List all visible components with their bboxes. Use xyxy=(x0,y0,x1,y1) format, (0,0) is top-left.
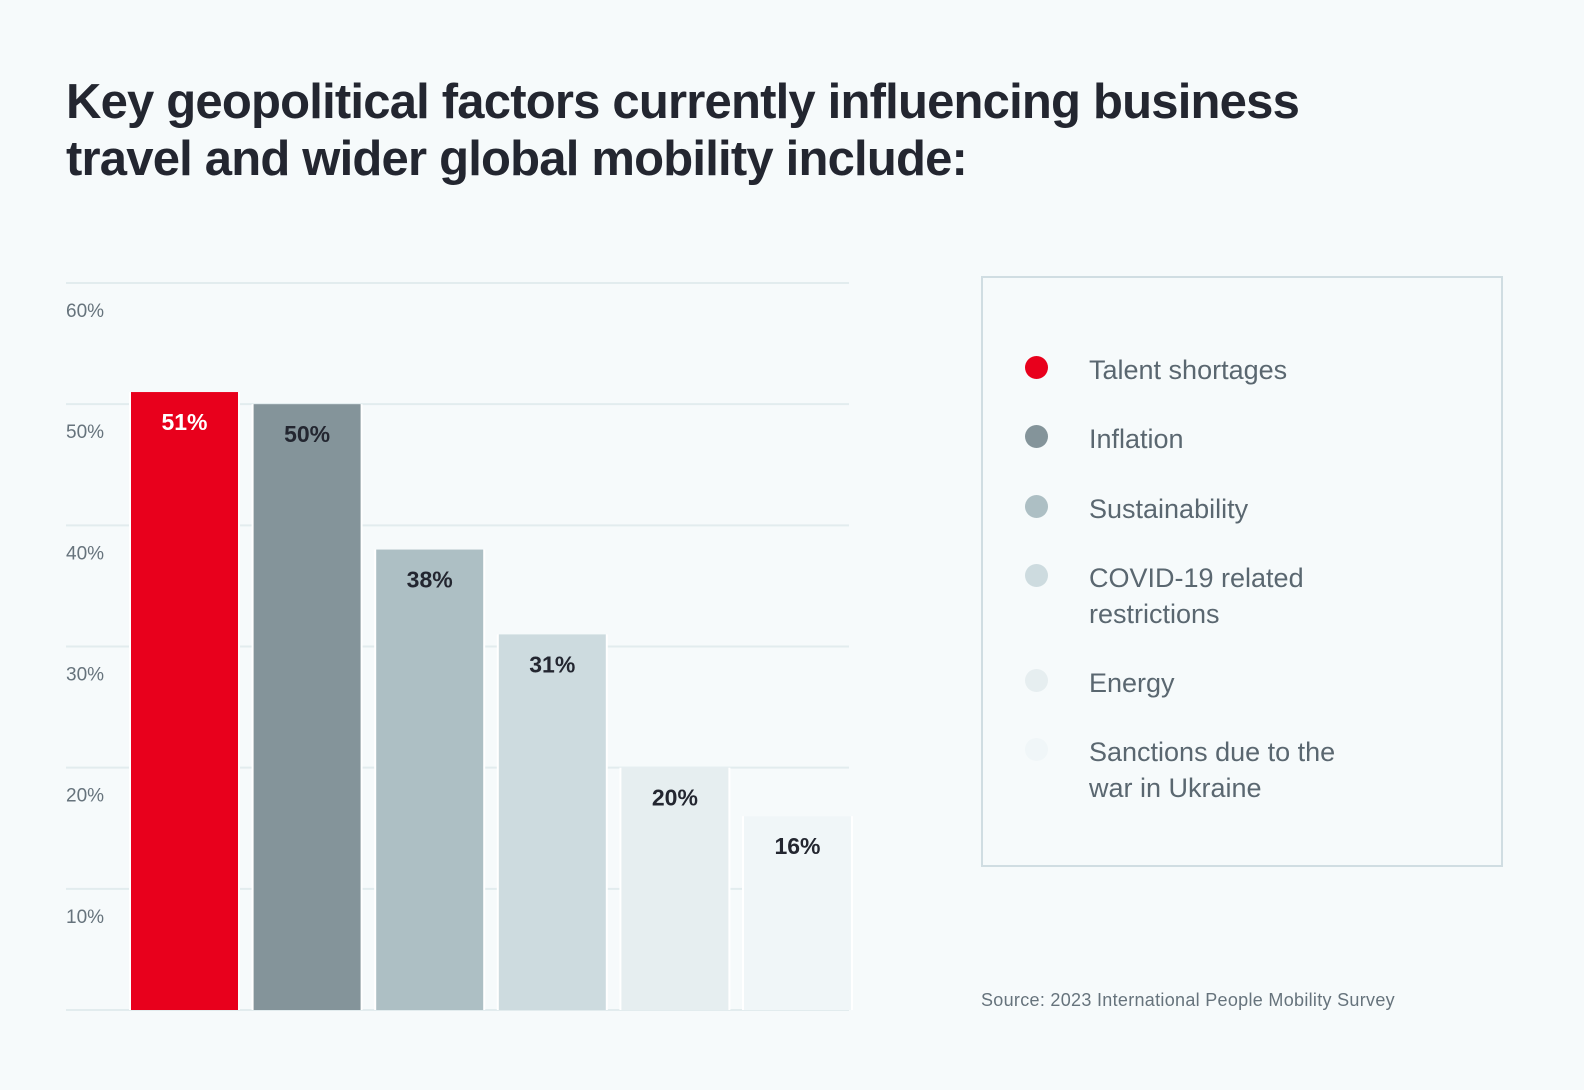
y-tick-label: 10% xyxy=(66,907,104,928)
legend-dot-icon xyxy=(1025,495,1048,518)
y-tick-label: 40% xyxy=(66,543,104,564)
y-tick-label: 60% xyxy=(66,301,104,322)
bar-value-label: 20% xyxy=(652,785,698,811)
bar-value-label: 16% xyxy=(774,833,820,859)
source-note: Source: 2023 International People Mobili… xyxy=(981,990,1395,1010)
legend-dot-icon xyxy=(1025,669,1048,692)
legend-label: Talent shortages xyxy=(1089,355,1288,385)
legend-label: Sanctions due to the war in Ukraine xyxy=(1089,737,1336,803)
bar xyxy=(131,392,238,1010)
bar xyxy=(621,767,729,1010)
legend-label: Energy xyxy=(1089,668,1175,698)
chart-title: Key geopolitical factors currently influ… xyxy=(66,75,1300,186)
legend-dot-icon xyxy=(1025,738,1048,761)
bar xyxy=(498,634,606,1010)
bar-value-label: 38% xyxy=(407,567,453,593)
legend: Talent shortages Inflation Sustainabilit… xyxy=(981,276,1503,867)
y-tick-label: 20% xyxy=(66,786,104,807)
legend-dot-icon xyxy=(1025,425,1048,448)
bar xyxy=(376,549,484,1010)
legend-dot-icon xyxy=(1025,356,1048,379)
y-axis-ticks: 10% 20% 30% 40% 50% 60% xyxy=(66,301,104,928)
legend-label: COVID-19 related restrictions xyxy=(1089,563,1304,629)
bar-chart: 10% 20% 30% 40% 50% 60% 51% 50% 38% 31% 20% 16% xyxy=(66,282,853,1011)
bar xyxy=(744,816,851,1010)
legend-label: Inflation xyxy=(1089,424,1184,454)
y-tick-label: 50% xyxy=(66,422,104,443)
legend-dot-icon xyxy=(1025,564,1048,587)
bars xyxy=(129,392,853,1011)
legend-label: Sustainability xyxy=(1089,494,1249,524)
bar-value-label: 31% xyxy=(529,651,575,677)
bar-value-label: 50% xyxy=(284,421,330,447)
data-labels: 51% 50% 38% 31% 20% 16% xyxy=(161,409,820,859)
bar xyxy=(253,404,361,1011)
bar-value-label: 51% xyxy=(161,409,207,435)
y-tick-label: 30% xyxy=(66,665,104,686)
